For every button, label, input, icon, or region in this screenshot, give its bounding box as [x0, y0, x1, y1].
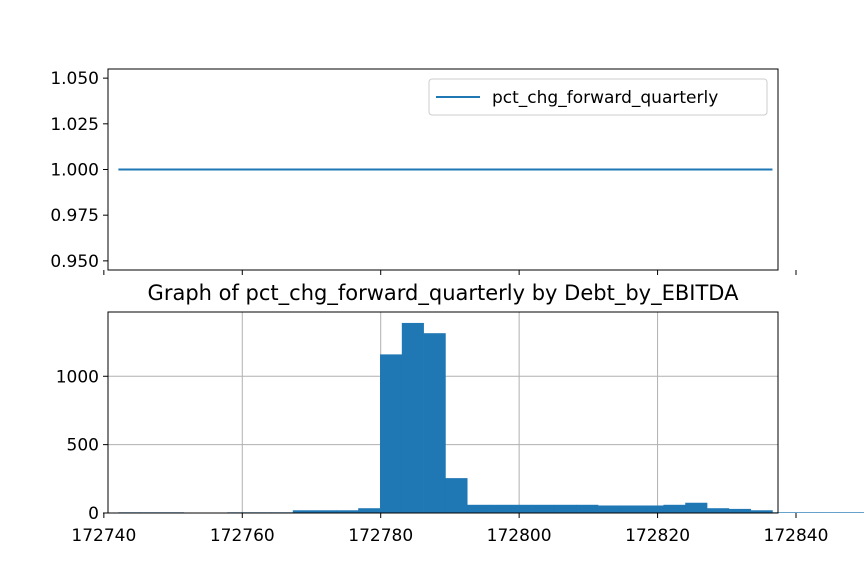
top-ytick-label: 0.950: [50, 252, 99, 272]
legend: pct_chg_forward_quarterly: [428, 78, 768, 116]
histogram-bar: [292, 510, 315, 513]
bottom-ytick-label: 500: [67, 436, 99, 456]
bottom-histogram-panel: Graph of pct_chg_forward_quarterly by De…: [56, 281, 864, 546]
bottom-ytick-label: 1000: [56, 367, 99, 387]
legend-label: pct_chg_forward_quarterly: [492, 88, 718, 108]
histogram-bar: [685, 502, 708, 513]
top-line-panel: 0.950 0.975 1.000 1.025 1.050 pct_chg_forwar…: [50, 68, 797, 275]
histogram-bar: [816, 512, 839, 513]
histogram-bar: [401, 322, 424, 513]
histogram-bar: [314, 510, 337, 513]
histogram-bar: [489, 504, 512, 513]
histogram-bar: [336, 510, 359, 513]
histogram-bar: [598, 505, 621, 513]
histogram-bar: [358, 508, 381, 513]
histogram-bar: [663, 504, 686, 513]
histogram-bar: [619, 505, 642, 513]
bottom-xtick-label: 172840: [764, 526, 829, 546]
histogram-bar: [467, 504, 490, 513]
bottom-xtick-label: 172820: [625, 526, 690, 546]
histogram-bar: [423, 333, 446, 513]
histogram-bar: [794, 512, 817, 513]
bottom-ytick-label: 0: [88, 504, 99, 524]
histogram-bar: [837, 512, 860, 513]
histogram-bar: [510, 504, 533, 513]
histogram-bar: [380, 354, 403, 513]
histogram-bar: [750, 510, 773, 513]
histogram-bar: [445, 478, 468, 513]
bottom-xtick-label: 172780: [348, 526, 413, 546]
bottom-panel-axes: 172740 172760 172780 172800 172820 172840 0 500…: [56, 367, 829, 546]
histogram-bars: [118, 322, 864, 513]
histogram-bar: [554, 504, 577, 513]
top-panel-axes: 0.950 0.975 1.000 1.025 1.050: [50, 69, 797, 275]
top-ytick-label: 0.975: [50, 206, 99, 226]
top-ytick-label: 1.050: [50, 69, 99, 89]
top-ytick-label: 1.000: [50, 161, 99, 181]
top-ytick-label: 1.025: [50, 115, 99, 135]
bottom-xtick-label: 172800: [487, 526, 552, 546]
bottom-xtick-label: 172740: [71, 526, 136, 546]
histogram-bar: [772, 512, 795, 513]
legend-box: [428, 78, 768, 116]
histogram-bar: [532, 504, 555, 513]
histogram-title: Graph of pct_chg_forward_quarterly by De…: [148, 281, 740, 306]
histogram-bar: [641, 505, 664, 513]
histogram-bar: [859, 512, 864, 513]
histogram-bar: [707, 508, 730, 513]
bottom-xtick-label: 172760: [210, 526, 275, 546]
histogram-bar: [576, 504, 599, 513]
histogram-bar: [728, 508, 751, 513]
bottom-panel-frame: [107, 311, 779, 514]
